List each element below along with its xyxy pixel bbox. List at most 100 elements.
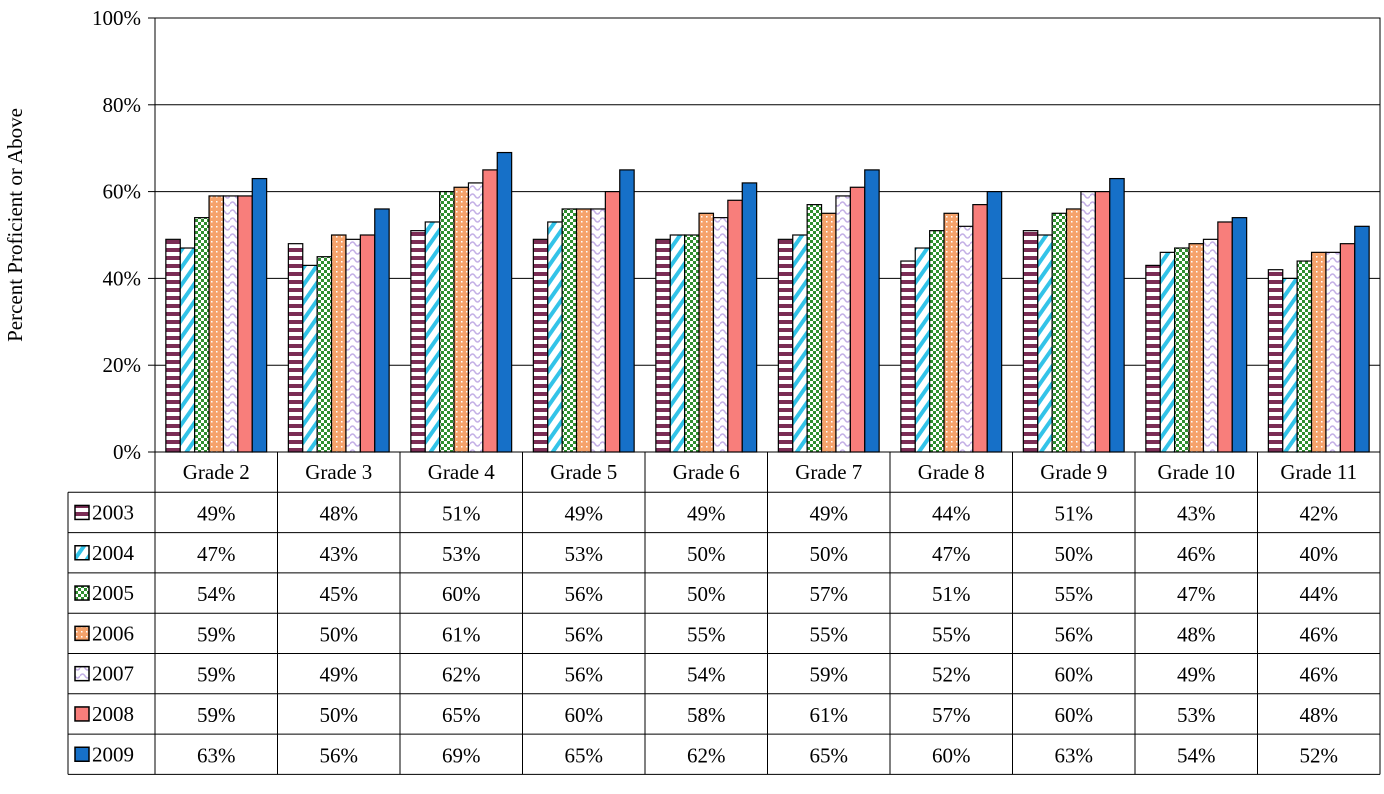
- bar-2003-grade-10: [1145, 264, 1161, 453]
- bar-2006-grade-9: [1065, 208, 1082, 453]
- bar-2005-grade-4: [439, 191, 455, 453]
- bar-2005-grade-2: [194, 217, 210, 453]
- legend-swatch-2007: [74, 665, 90, 682]
- data-label: 42%: [1300, 501, 1339, 525]
- bar-2008-grade-3: [359, 234, 376, 453]
- data-label: 57%: [810, 582, 849, 606]
- data-label: 54%: [197, 582, 236, 606]
- data-label: 44%: [932, 501, 971, 525]
- x-tick-label: Grade 6: [673, 460, 740, 484]
- bar-2003-grade-5: [532, 238, 549, 453]
- data-label: 49%: [320, 663, 359, 687]
- data-label: 47%: [932, 542, 971, 566]
- data-label: 60%: [1055, 703, 1094, 727]
- bar-2007-grade-2: [222, 195, 239, 453]
- legend-swatch-2004: [74, 545, 90, 561]
- bar-2004-grade-10: [1159, 251, 1176, 453]
- bar-2006-grade-5: [575, 208, 592, 453]
- bar-2004-grade-7: [792, 234, 808, 453]
- data-label: 56%: [565, 582, 604, 606]
- legend-swatch-2003: [74, 504, 90, 521]
- data-label: 62%: [442, 663, 481, 687]
- data-label: 50%: [687, 582, 726, 606]
- data-label: 56%: [1055, 622, 1094, 646]
- data-label: 50%: [810, 542, 849, 566]
- bar-2004-grade-5: [547, 221, 563, 453]
- bar-2009-grade-4: [496, 151, 513, 453]
- data-label: 40%: [1300, 542, 1339, 566]
- y-tick-label: 20%: [103, 353, 142, 377]
- bar-2009-grade-2: [251, 177, 268, 453]
- data-label: 48%: [1300, 703, 1339, 727]
- bar-2003-grade-2: [165, 238, 181, 453]
- data-label: 52%: [1300, 743, 1339, 767]
- bar-2009-grade-9: [1109, 177, 1125, 453]
- data-label: 43%: [320, 542, 359, 566]
- bar-2007-grade-7: [835, 195, 851, 453]
- data-label: 65%: [565, 743, 604, 767]
- bar-2004-grade-3: [302, 264, 318, 453]
- data-label: 59%: [197, 703, 236, 727]
- y-tick-label: 40%: [103, 266, 142, 290]
- bar-2003-grade-4: [410, 230, 426, 453]
- x-tick-label: Grade 8: [918, 460, 985, 484]
- legend-label-2007: 2007: [92, 662, 134, 686]
- y-axis-label: Percent Proficient or Above: [3, 108, 27, 342]
- bar-2009-grade-5: [619, 169, 635, 453]
- legend-label-2006: 2006: [92, 621, 134, 645]
- bar-2007-grade-3: [345, 238, 361, 453]
- data-label: 59%: [197, 622, 236, 646]
- data-label: 69%: [442, 743, 481, 767]
- data-label: 61%: [442, 622, 481, 646]
- y-tick-label: 100%: [92, 6, 141, 30]
- data-label: 57%: [932, 703, 971, 727]
- bar-2003-grade-9: [1022, 230, 1039, 453]
- bar-2004-grade-9: [1037, 234, 1053, 453]
- data-label: 55%: [932, 622, 971, 646]
- y-tick-label: 60%: [103, 180, 142, 204]
- data-label: 55%: [810, 622, 849, 646]
- data-label: 59%: [810, 663, 849, 687]
- bar-2004-grade-6: [669, 234, 686, 453]
- data-label: 50%: [687, 542, 726, 566]
- bar-2003-grade-8: [900, 260, 916, 453]
- bar-2008-grade-10: [1217, 221, 1233, 453]
- x-tick-label: Grade 7: [795, 460, 862, 484]
- legend-swatch-2009: [74, 746, 90, 762]
- bar-2008-grade-2: [237, 195, 253, 453]
- bar-2004-grade-2: [179, 247, 196, 453]
- data-label: 50%: [320, 622, 359, 646]
- bar-2008-grade-7: [849, 186, 866, 453]
- data-label: 56%: [320, 743, 359, 767]
- data-label: 53%: [442, 542, 481, 566]
- legend-swatch-2008: [74, 706, 90, 722]
- data-label: 51%: [442, 501, 481, 525]
- bar-2007-grade-8: [957, 225, 974, 453]
- data-label: 60%: [565, 703, 604, 727]
- bar-2004-grade-11: [1282, 277, 1298, 453]
- data-label: 62%: [687, 743, 726, 767]
- bar-2005-grade-7: [806, 204, 823, 453]
- bar-2007-grade-6: [712, 217, 729, 453]
- x-tick-label: Grade 5: [550, 460, 617, 484]
- bar-2005-grade-3: [316, 256, 333, 453]
- x-tick-label: Grade 10: [1157, 460, 1235, 484]
- data-label: 49%: [687, 501, 726, 525]
- bar-2005-grade-10: [1174, 247, 1190, 453]
- data-label: 47%: [197, 542, 236, 566]
- data-label: 60%: [932, 743, 971, 767]
- bar-2006-grade-11: [1310, 251, 1327, 453]
- data-label: 61%: [810, 703, 849, 727]
- data-label: 48%: [320, 501, 359, 525]
- data-label: 50%: [320, 703, 359, 727]
- bar-2004-grade-8: [914, 247, 931, 453]
- bar-2003-grade-6: [655, 238, 671, 453]
- bar-2009-grade-10: [1231, 217, 1248, 453]
- legend-label-2004: 2004: [92, 541, 135, 565]
- y-tick-label: 80%: [103, 93, 142, 117]
- data-label: 49%: [565, 501, 604, 525]
- data-label: 55%: [687, 622, 726, 646]
- bar-2005-grade-8: [929, 230, 945, 453]
- bar-2008-grade-11: [1339, 243, 1356, 453]
- data-label: 53%: [1177, 703, 1216, 727]
